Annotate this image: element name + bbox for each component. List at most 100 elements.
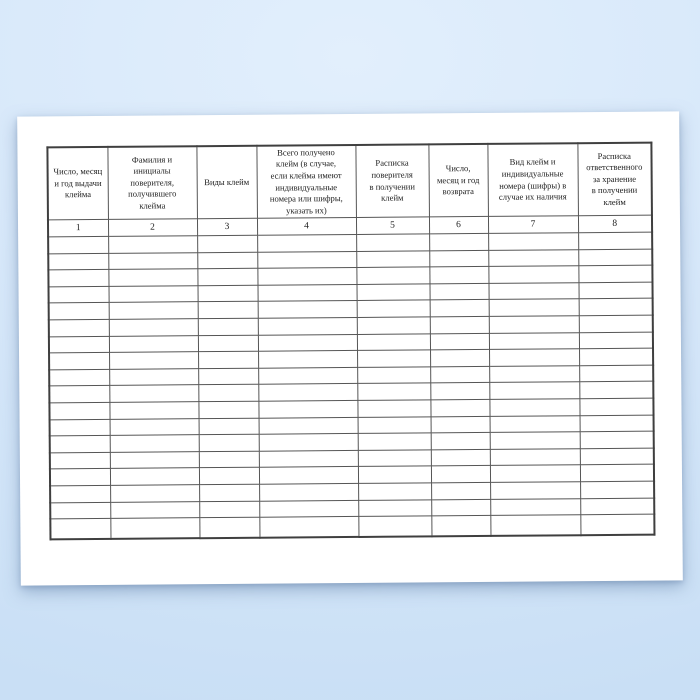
empty-table-cell bbox=[578, 232, 653, 250]
empty-table-cell bbox=[108, 285, 198, 303]
empty-table-cell bbox=[430, 382, 490, 400]
empty-table-cell bbox=[109, 385, 199, 403]
empty-table-cell bbox=[49, 418, 110, 436]
empty-table-cell bbox=[109, 451, 199, 469]
empty-table-cell bbox=[489, 348, 580, 367]
stamp-issuance-register-table: Число, месяц и год выдачи клейма Фамилия… bbox=[46, 141, 656, 541]
empty-table-cell bbox=[49, 385, 110, 403]
empty-table-cell bbox=[488, 265, 579, 284]
empty-table-cell bbox=[578, 265, 653, 283]
empty-table-cell bbox=[356, 333, 431, 351]
empty-table-cell bbox=[579, 364, 654, 383]
empty-table-cell bbox=[198, 434, 259, 452]
empty-table-cell bbox=[429, 332, 490, 351]
empty-table-cell bbox=[489, 465, 581, 483]
column-number: 3 bbox=[196, 218, 258, 236]
column-header-stamp-types: Виды клейм bbox=[196, 145, 257, 219]
empty-table-cell bbox=[50, 501, 111, 519]
empty-table-cell bbox=[48, 302, 109, 320]
empty-table-cell bbox=[429, 266, 489, 284]
empty-table-cell bbox=[198, 384, 259, 402]
empty-table-cell bbox=[430, 399, 490, 417]
empty-table-cell bbox=[198, 467, 260, 485]
empty-table-cell bbox=[357, 432, 431, 451]
empty-table-cell bbox=[258, 383, 358, 402]
empty-table-cell bbox=[429, 233, 489, 251]
empty-table-cell bbox=[258, 367, 358, 385]
empty-table-cell bbox=[431, 482, 491, 500]
empty-table-cell bbox=[489, 398, 580, 416]
empty-table-cell bbox=[490, 481, 581, 499]
empty-table-cell bbox=[198, 351, 259, 369]
empty-table-cell bbox=[488, 332, 580, 350]
empty-table-cell bbox=[48, 286, 109, 304]
empty-table-cell bbox=[357, 449, 431, 467]
empty-table-cell bbox=[197, 285, 258, 303]
empty-table-cell bbox=[488, 299, 579, 317]
empty-table-cell bbox=[258, 433, 358, 451]
empty-table-cell bbox=[258, 400, 358, 418]
empty-table-cell bbox=[356, 233, 430, 252]
empty-table-cell bbox=[356, 250, 430, 268]
empty-table-cell bbox=[109, 351, 199, 370]
empty-table-cell bbox=[489, 365, 580, 383]
empty-table-cell bbox=[48, 269, 109, 287]
empty-table-cell bbox=[257, 284, 357, 302]
empty-table-cell bbox=[258, 350, 358, 368]
empty-table-cell bbox=[110, 501, 200, 519]
empty-table-cell bbox=[198, 450, 259, 469]
empty-table-cell bbox=[430, 349, 490, 367]
empty-table-cell bbox=[197, 301, 258, 319]
empty-table-cell bbox=[48, 319, 109, 337]
empty-table-cell bbox=[430, 366, 490, 384]
empty-table-cell bbox=[49, 435, 110, 453]
empty-table-cell bbox=[356, 316, 430, 335]
empty-table-cell bbox=[488, 232, 579, 251]
empty-table-cell bbox=[490, 514, 581, 536]
empty-table-cell bbox=[258, 466, 359, 485]
empty-table-cell bbox=[198, 367, 259, 386]
empty-table-cell bbox=[197, 235, 258, 253]
empty-table-cell bbox=[198, 417, 259, 435]
empty-table-cell bbox=[579, 398, 654, 416]
empty-table-cell bbox=[108, 335, 199, 353]
empty-table-cell bbox=[257, 251, 357, 269]
column-number: 5 bbox=[355, 216, 430, 235]
empty-table-cell bbox=[108, 302, 198, 320]
empty-table-cell bbox=[488, 249, 579, 267]
column-number: 6 bbox=[428, 216, 489, 234]
column-header-custodian-signature: Расписка ответственного за хранение в по… bbox=[577, 142, 652, 216]
column-number: 4 bbox=[256, 217, 357, 236]
empty-table-cell bbox=[580, 497, 655, 515]
empty-table-cell bbox=[579, 447, 654, 466]
empty-table-cell bbox=[579, 431, 654, 449]
empty-table-cell bbox=[578, 315, 653, 333]
empty-table-cell bbox=[49, 369, 110, 387]
empty-table-cell bbox=[431, 515, 491, 537]
empty-table-cell bbox=[488, 282, 579, 300]
empty-table-cell bbox=[580, 514, 655, 536]
column-header-issue-date: Число, месяц и год выдачи клейма bbox=[47, 146, 108, 220]
table-header-row: Число, месяц и год выдачи клейма Фамилия… bbox=[47, 142, 652, 220]
empty-table-cell bbox=[356, 267, 430, 285]
empty-table-cell bbox=[579, 414, 654, 432]
empty-table-cell bbox=[357, 350, 431, 368]
empty-table-cell bbox=[356, 300, 430, 318]
empty-table-cell bbox=[578, 298, 653, 316]
empty-table-cell bbox=[429, 283, 489, 301]
empty-table-cell bbox=[259, 516, 359, 538]
empty-table-cell bbox=[259, 499, 359, 518]
empty-table-cell bbox=[257, 234, 357, 252]
empty-table-cell bbox=[579, 464, 655, 482]
empty-table-cell bbox=[49, 468, 111, 486]
empty-table-cell bbox=[430, 449, 490, 467]
empty-table-cell bbox=[108, 318, 198, 336]
empty-table-cell bbox=[356, 283, 430, 301]
empty-table-cell bbox=[197, 251, 258, 269]
empty-table-cell bbox=[357, 383, 431, 401]
column-header-verifier-name: Фамилия и инициалы поверителя, получивше… bbox=[107, 146, 197, 220]
empty-table-cell bbox=[48, 236, 109, 254]
empty-table-cell bbox=[489, 431, 580, 450]
empty-table-cell bbox=[109, 368, 199, 386]
empty-table-cell bbox=[258, 416, 358, 435]
